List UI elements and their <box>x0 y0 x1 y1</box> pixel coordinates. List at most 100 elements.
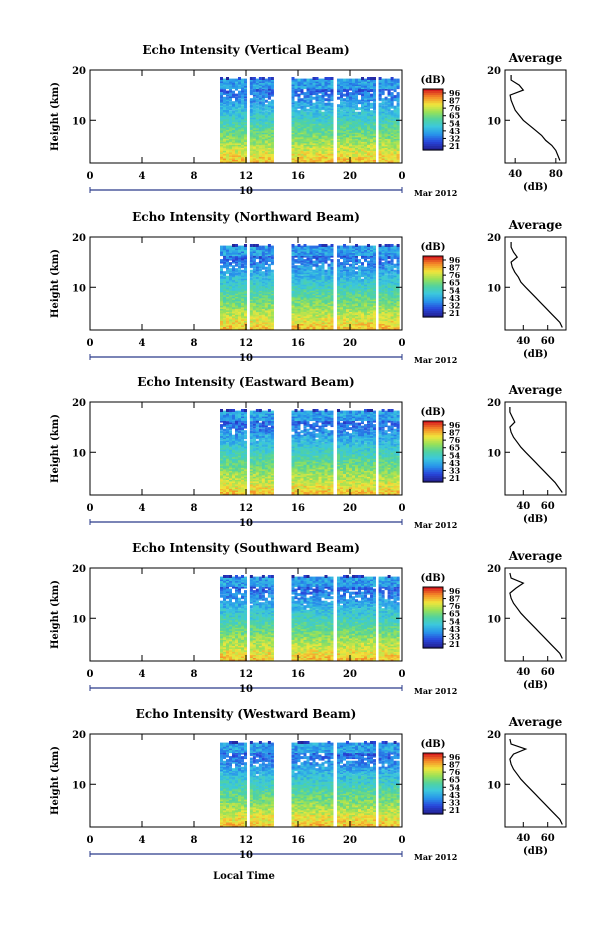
heatmap-cell <box>349 92 352 96</box>
heatmap-cell <box>378 152 382 156</box>
heatmap-cell <box>261 78 265 82</box>
heatmap-cell <box>355 104 358 108</box>
heatmap-cell <box>223 301 226 305</box>
heatmap-cell <box>264 283 268 287</box>
heatmap-cell <box>352 105 355 109</box>
heatmap-cell <box>244 134 247 138</box>
heatmap-cell <box>220 283 223 287</box>
heatmap-cell <box>315 134 319 138</box>
heatmap-cell <box>303 245 307 249</box>
heatmap-cell <box>318 134 322 138</box>
heatmap-cell <box>261 262 265 266</box>
heatmap-cell <box>261 301 265 305</box>
heatmap-cell <box>300 116 304 120</box>
heatmap-cell <box>235 152 238 156</box>
y-tick-label: 10 <box>72 116 86 127</box>
heatmap-cell <box>226 116 229 120</box>
heatmap-cell <box>300 78 304 82</box>
heatmap-cell <box>258 152 262 156</box>
colorbar-tick-label: 65 <box>449 111 460 121</box>
x-tick-label: 0 <box>87 171 94 182</box>
heatmap-cell <box>223 319 226 323</box>
heatmap-cell <box>241 134 244 138</box>
heatmap-cell <box>249 116 253 120</box>
heatmap-cell <box>367 96 370 100</box>
heatmap-cell <box>321 111 325 115</box>
heatmap-cell <box>261 96 265 100</box>
heatmap-cell <box>267 245 271 249</box>
heatmap-cell <box>258 245 262 249</box>
heatmap-cell <box>390 77 394 80</box>
colorbar-swatch <box>423 129 443 133</box>
heatmap-cell <box>267 257 271 261</box>
heatmap-cell <box>261 77 265 80</box>
heatmap-cell <box>309 271 313 275</box>
heatmap-cell <box>232 101 235 105</box>
heatmap-cell <box>318 78 322 82</box>
heatmap-cell <box>373 245 376 249</box>
heatmap-cell <box>358 271 361 275</box>
heatmap-cell <box>309 90 313 94</box>
heatmap-cell <box>309 319 313 323</box>
y-axis-label: Height (km) <box>50 82 61 151</box>
heatmap-cell <box>349 96 352 100</box>
heatmap-cell <box>223 245 226 249</box>
heatmap-cell <box>300 262 304 266</box>
heatmap-cell <box>393 96 397 100</box>
heatmap-cell <box>244 78 247 82</box>
heatmap-cell <box>312 116 316 120</box>
heatmap-cell <box>255 102 259 106</box>
heatmap-cell <box>315 319 319 323</box>
heatmap-cell <box>252 245 256 249</box>
heatmap-cell <box>312 96 316 100</box>
heatmap-cell <box>235 272 238 276</box>
heatmap-cell <box>291 104 295 108</box>
heatmap-cell <box>330 259 334 263</box>
heatmap-cell <box>340 272 343 276</box>
heatmap-cell <box>258 78 262 82</box>
heatmap-cell <box>327 116 331 120</box>
heatmap-cell <box>252 263 256 267</box>
heatmap-cell <box>306 111 310 115</box>
heatmap-cell <box>226 319 229 323</box>
heatmap-cell <box>327 263 331 267</box>
heatmap-cell <box>381 78 385 82</box>
heatmap-cell <box>223 263 226 267</box>
heatmap-cell <box>370 257 373 261</box>
heatmap-cell <box>291 257 295 261</box>
heatmap-cell <box>361 96 364 100</box>
heatmap-cell <box>264 266 268 270</box>
heatmap-cell <box>261 271 265 275</box>
heatmap-cell <box>306 152 310 156</box>
profile-line <box>509 75 561 161</box>
heatmap-cell <box>384 96 388 100</box>
heatmap-cell <box>346 116 349 120</box>
heatmap-cell <box>270 259 274 263</box>
heatmap-cell <box>349 271 352 275</box>
heatmap-cell <box>261 90 265 94</box>
heatmap-cell <box>255 98 259 102</box>
colorbar-swatch <box>423 145 443 149</box>
heatmap-cell <box>367 134 370 138</box>
heatmap-cell <box>220 245 223 249</box>
heatmap-cell <box>384 134 388 138</box>
heatmap-cell <box>370 269 373 273</box>
heatmap-cell <box>270 99 274 103</box>
heatmap-cell <box>264 89 268 93</box>
heatmap-cell <box>396 152 400 156</box>
heatmap-cell <box>318 96 322 100</box>
colorbar-swatch <box>423 89 443 92</box>
heatmap-cell <box>352 152 355 156</box>
heatmap-cell <box>249 78 253 82</box>
heatmap-cell <box>229 78 232 82</box>
heatmap-cell <box>291 319 295 323</box>
colorbar-swatch <box>423 127 443 131</box>
heatmap-cell <box>223 152 226 156</box>
heatmap-cell <box>364 96 367 100</box>
heatmap-cell <box>229 301 232 305</box>
heatmap-cell <box>358 78 361 82</box>
heatmap-cell <box>220 78 223 82</box>
heatmap-cell <box>396 116 400 120</box>
heatmap-cell <box>321 244 325 247</box>
